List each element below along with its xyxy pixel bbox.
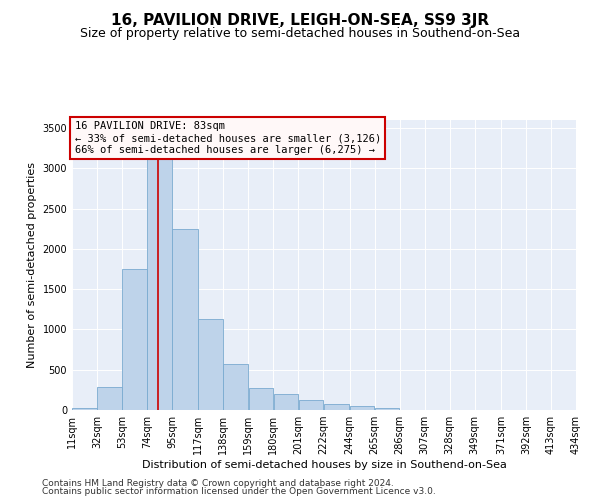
Bar [223, 364, 248, 410]
Bar [122, 269, 147, 410]
Bar [172, 229, 198, 410]
Text: Contains public sector information licensed under the Open Government Licence v3: Contains public sector information licen… [42, 487, 436, 496]
X-axis label: Distribution of semi-detached houses by size in Southend-on-Sea: Distribution of semi-detached houses by … [142, 460, 506, 470]
Text: 16, PAVILION DRIVE, LEIGH-ON-SEA, SS9 3JR: 16, PAVILION DRIVE, LEIGH-ON-SEA, SS9 3J… [111, 12, 489, 28]
Text: Contains HM Land Registry data © Crown copyright and database right 2024.: Contains HM Land Registry data © Crown c… [42, 478, 394, 488]
Bar [97, 386, 122, 410]
Y-axis label: Number of semi-detached properties: Number of semi-detached properties [27, 162, 37, 368]
Text: 16 PAVILION DRIVE: 83sqm
← 33% of semi-detached houses are smaller (3,126)
66% o: 16 PAVILION DRIVE: 83sqm ← 33% of semi-d… [74, 122, 381, 154]
Bar [147, 148, 172, 410]
Bar [299, 400, 323, 410]
Text: Size of property relative to semi-detached houses in Southend-on-Sea: Size of property relative to semi-detach… [80, 28, 520, 40]
Bar [375, 408, 400, 410]
Bar [199, 320, 223, 410]
Bar [350, 406, 374, 410]
Bar [274, 394, 298, 410]
Bar [323, 404, 349, 410]
Bar [248, 388, 273, 410]
Bar [72, 408, 97, 410]
